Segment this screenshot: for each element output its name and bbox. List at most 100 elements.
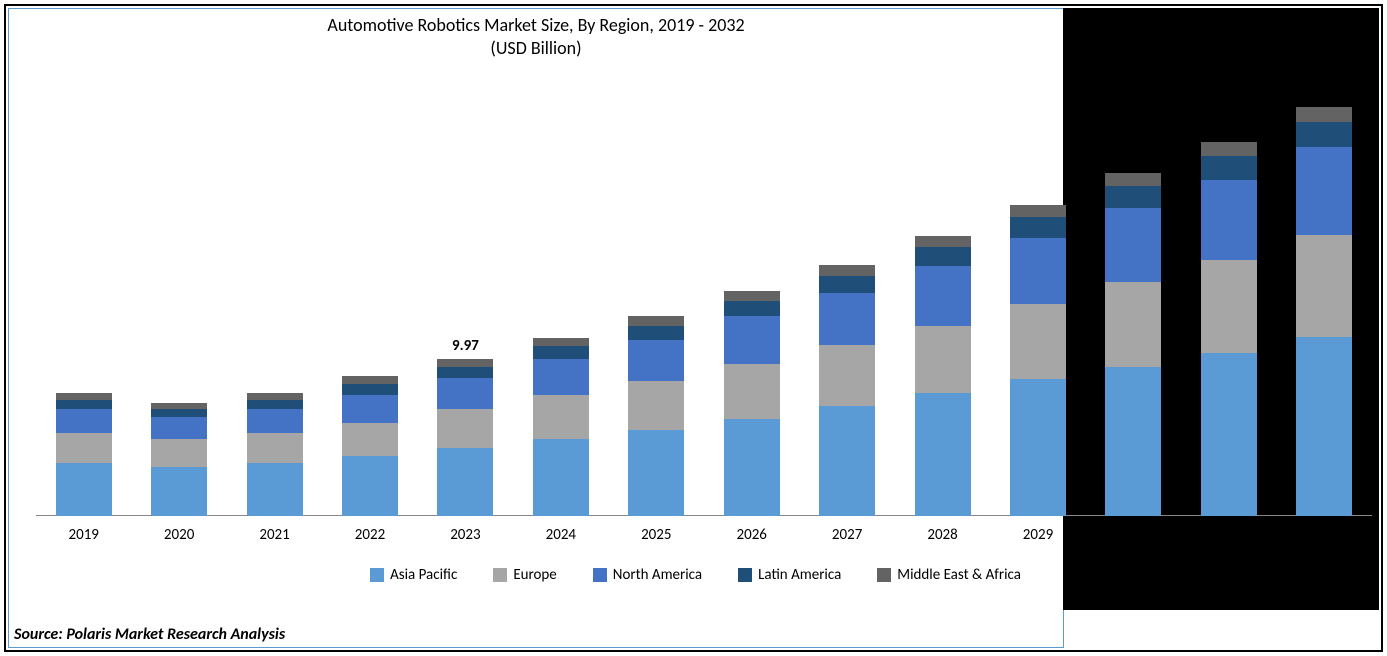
bar-segment xyxy=(437,359,493,367)
bar-group xyxy=(724,291,780,516)
bar-segment xyxy=(915,266,971,326)
bar-segment xyxy=(151,467,207,516)
x-axis-label: 2027 xyxy=(807,526,887,544)
bar-segment xyxy=(724,316,780,363)
bar-segment xyxy=(247,463,303,516)
x-axis-baseline xyxy=(36,515,1372,516)
bar-segment xyxy=(1201,156,1257,180)
bar-segment xyxy=(819,406,875,516)
bar-segment xyxy=(533,395,589,439)
bar-segment xyxy=(1296,235,1352,337)
legend-swatch xyxy=(593,568,607,582)
x-axis-label: 2029 xyxy=(998,526,1078,544)
bar-segment xyxy=(151,409,207,417)
bar-group xyxy=(1201,142,1257,516)
bar-group xyxy=(247,393,303,516)
bar-segment xyxy=(1105,208,1161,282)
legend-swatch xyxy=(493,568,507,582)
bar-segment xyxy=(533,346,589,359)
bar-segment xyxy=(724,291,780,300)
bar-group xyxy=(819,265,875,516)
bar-segment xyxy=(1201,142,1257,156)
x-axis-label: 2022 xyxy=(330,526,410,544)
bar-segment xyxy=(724,364,780,419)
chart-title: Automotive Robotics Market Size, By Regi… xyxy=(6,14,1066,61)
bar-segment xyxy=(1296,122,1352,147)
bar-segment xyxy=(56,463,112,516)
bar-segment xyxy=(628,326,684,340)
bar-segment xyxy=(724,419,780,516)
bar-segment xyxy=(437,378,493,409)
bar-segment xyxy=(342,456,398,516)
bar-group xyxy=(1296,107,1352,516)
bar-segment xyxy=(1010,379,1066,516)
bar-segment xyxy=(915,326,971,394)
bar-segment xyxy=(533,359,589,395)
source-attribution: Source: Polaris Market Research Analysis xyxy=(14,625,285,644)
legend-item: Asia Pacific xyxy=(370,566,457,584)
legend-label: Middle East & Africa xyxy=(897,566,1021,584)
bar-segment xyxy=(342,423,398,456)
bar-segment xyxy=(915,247,971,266)
bar-segment xyxy=(56,409,112,433)
bar-segment xyxy=(342,395,398,423)
bar-segment xyxy=(628,430,684,516)
bar-segment xyxy=(1296,107,1352,121)
legend-swatch xyxy=(877,568,891,582)
bar-segment xyxy=(628,340,684,381)
bar-segment xyxy=(1010,304,1066,379)
bar-group xyxy=(56,393,112,516)
legend-label: North America xyxy=(613,566,702,584)
bar-segment xyxy=(915,393,971,516)
bar-segment xyxy=(342,384,398,395)
bar-segment xyxy=(342,376,398,384)
bar-segment xyxy=(819,265,875,276)
x-axis-label: 2023 xyxy=(425,526,505,544)
x-axis-label: 2026 xyxy=(712,526,792,544)
legend-item: Europe xyxy=(493,566,556,584)
bar-segment xyxy=(819,293,875,345)
bar-segment xyxy=(151,417,207,439)
legend-item: Latin America xyxy=(738,566,841,584)
legend-label: Latin America xyxy=(758,566,841,584)
bar-segment xyxy=(1105,186,1161,208)
bar-group xyxy=(533,338,589,516)
bar-group xyxy=(1010,205,1066,516)
bar-group xyxy=(628,316,684,516)
x-axis-label: 2025 xyxy=(616,526,696,544)
legend-swatch xyxy=(370,568,384,582)
x-axis-label: 2019 xyxy=(44,526,124,544)
x-axis-label: 2021 xyxy=(235,526,315,544)
bar-segment xyxy=(1010,238,1066,304)
chart-title-line2: (USD Billion) xyxy=(490,37,581,59)
legend-item: North America xyxy=(593,566,702,584)
bar-segment xyxy=(1105,367,1161,516)
bar-segment xyxy=(247,409,303,433)
bar-group xyxy=(915,236,971,516)
bar-group xyxy=(342,376,398,516)
bar-segment xyxy=(533,439,589,516)
bar-segment xyxy=(56,400,112,409)
x-axis-label: 2028 xyxy=(903,526,983,544)
bar-segment xyxy=(437,409,493,448)
bar-segment xyxy=(1201,260,1257,353)
data-label: 9.97 xyxy=(437,337,493,355)
x-axis-label: 2020 xyxy=(139,526,219,544)
bar-segment xyxy=(628,316,684,325)
bar-segment xyxy=(819,276,875,293)
bar-group xyxy=(1105,173,1161,516)
bar-segment xyxy=(1296,147,1352,235)
chart-title-line1: Automotive Robotics Market Size, By Regi… xyxy=(327,14,744,36)
bar-segment xyxy=(915,236,971,247)
legend-label: Asia Pacific xyxy=(390,566,457,584)
bar-segment xyxy=(1201,180,1257,260)
plot-area: 9.97 xyxy=(36,76,1372,516)
bar-group xyxy=(151,403,207,516)
x-axis-label: 2030 xyxy=(1093,526,1173,544)
x-axis-label: 2024 xyxy=(521,526,601,544)
bar-segment xyxy=(1010,205,1066,218)
bar-segment xyxy=(1105,173,1161,186)
bar-segment xyxy=(1105,282,1161,367)
bar-segment xyxy=(1010,217,1066,237)
bar-segment xyxy=(819,345,875,406)
